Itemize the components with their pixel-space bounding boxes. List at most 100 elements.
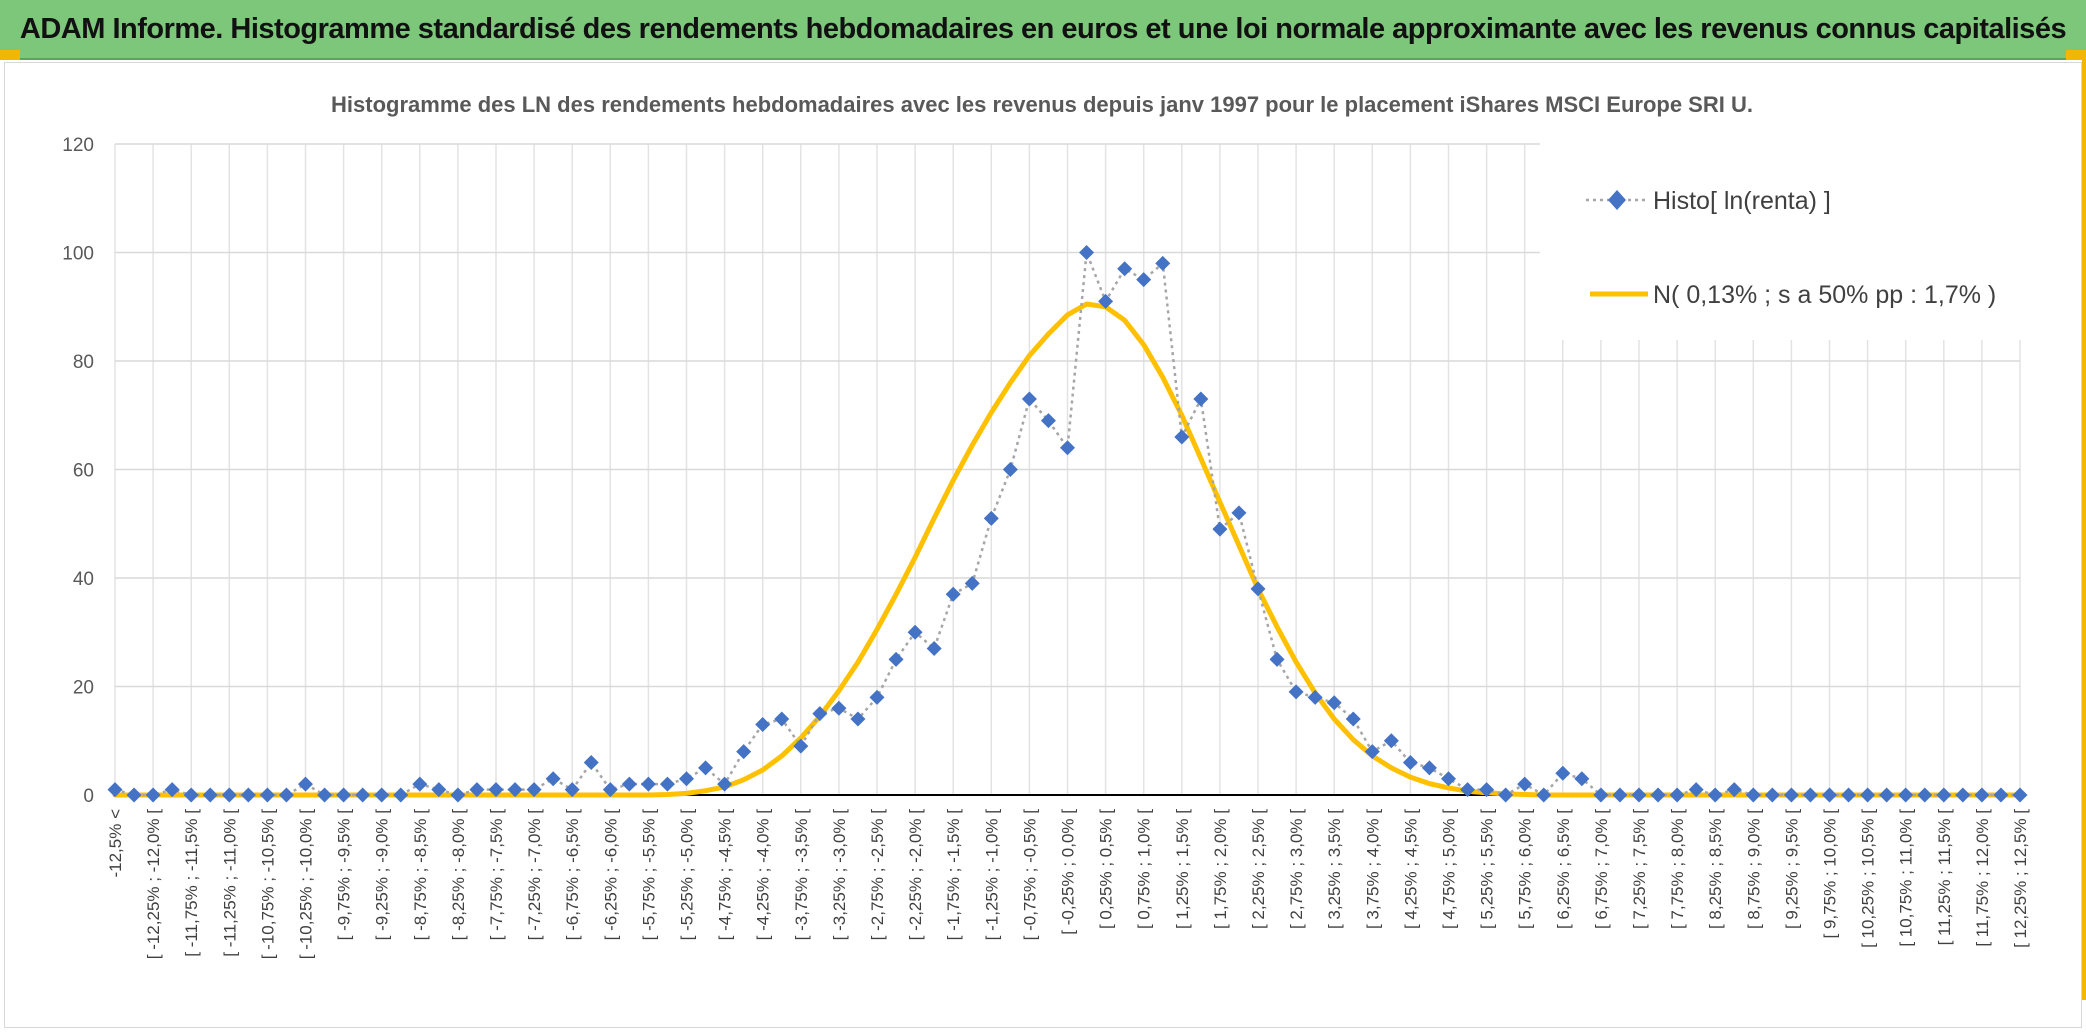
x-tick-label: [ -11,25% ; -11,0% [	[220, 809, 239, 957]
x-tick-label: [ 6,75% ; 7,0% [	[1592, 809, 1611, 929]
histo-point	[698, 760, 714, 776]
x-tick-label: [ -1,25% ; -1,0% [	[982, 809, 1001, 941]
histo-point	[145, 787, 161, 803]
histo-point	[926, 641, 942, 657]
x-tick-label: [ -2,25% ; -2,0% [	[906, 809, 925, 941]
histo-point	[1688, 782, 1704, 798]
histo-point	[774, 711, 790, 727]
histo-point	[1421, 760, 1437, 776]
histo-point	[1955, 787, 1971, 803]
histo-point	[1269, 651, 1285, 667]
histo-point	[1879, 787, 1895, 803]
x-tick-label: [ 7,75% ; 8,0% [	[1668, 809, 1687, 929]
histo-point	[1726, 782, 1742, 798]
histo-point	[1136, 272, 1152, 288]
histo-point	[793, 738, 809, 754]
histo-point	[659, 776, 675, 792]
histo-point	[107, 782, 123, 798]
x-tick-label: [ -4,25% ; -4,0% [	[754, 809, 773, 941]
x-tick-label: [ -8,25% ; -8,0% [	[449, 809, 468, 941]
histo-point	[393, 787, 409, 803]
histo-point	[336, 787, 352, 803]
histo-point	[907, 624, 923, 640]
histo-point	[1193, 391, 1209, 407]
histo-point	[888, 651, 904, 667]
x-tick-label: [ -6,25% ; -6,0% [	[601, 809, 620, 941]
page-title: ADAM Informe. Histogramme standardisé de…	[19, 12, 2067, 45]
legend-histo-label: Histo[ ln(renta) ]	[1653, 187, 1831, 215]
histo-point	[679, 771, 694, 787]
histo-point	[1060, 440, 1075, 456]
histo-point	[869, 689, 885, 705]
histo-point	[1631, 787, 1647, 803]
histo-point	[983, 510, 999, 526]
x-tick-label: [ -4,75% ; -4,5% [	[716, 809, 735, 941]
x-tick-label: [ -9,75% ; -9,5% [	[335, 809, 354, 941]
histo-point	[1574, 771, 1590, 787]
x-tick-label: [ 9,75% ; 10,0% [	[1821, 809, 1840, 939]
histo-point	[640, 776, 656, 792]
histo-point	[1650, 787, 1666, 803]
x-tick-label: [ -11,75% ; -11,5% [	[182, 809, 201, 957]
histo-point	[1498, 787, 1514, 803]
x-tick-label: [ 12,25% ; 12,5% [	[2011, 809, 2030, 948]
histo-point	[602, 782, 618, 798]
histo-point	[755, 716, 771, 732]
legend-background	[1540, 140, 2060, 340]
grid-horizontal	[115, 143, 2020, 688]
histo-point	[736, 744, 752, 760]
histo-point	[1936, 787, 1952, 803]
histo-point	[1593, 787, 1609, 803]
histo-point	[488, 782, 504, 798]
accent-left	[0, 50, 20, 60]
histo-point	[1345, 711, 1361, 727]
histo-point	[1517, 776, 1533, 792]
x-tick-label: [ -0,25% ; 0,0% [	[1059, 809, 1078, 935]
x-tick-label: [ -10,25% ; -10,0% [	[297, 809, 316, 960]
histo-point	[298, 776, 313, 792]
histo-point	[1536, 787, 1552, 803]
x-axis-ticks: -12,5% < [ -12,25% ; -12,0% [[ -11,75% ; …	[106, 809, 2030, 960]
x-tick-label: [ 3,25% ; 3,5% [	[1325, 809, 1344, 929]
histo-point	[469, 782, 485, 798]
x-tick-label: -12,5% <	[106, 809, 125, 878]
histo-point	[1802, 787, 1818, 803]
y-tick-label: 40	[73, 569, 94, 590]
histo-point	[1822, 787, 1837, 803]
histo-point	[1707, 787, 1723, 803]
legend-normal-label: N( 0,13% ; s a 50% pp : 1,7% )	[1653, 281, 1996, 309]
histo-point	[945, 586, 961, 602]
y-axis-ticks: 0 20 40 60 80 100 120	[62, 135, 94, 807]
histo-point	[1783, 787, 1799, 803]
histo-point	[1993, 787, 2009, 803]
histo-point	[126, 787, 142, 803]
histo-point	[412, 776, 428, 792]
x-tick-label: [ 1,25% ; 1,5% [	[1173, 809, 1192, 929]
x-tick-label: [ 0,75% ; 1,0% [	[1135, 809, 1154, 929]
histo-point	[850, 711, 866, 727]
histo-point	[1860, 787, 1876, 803]
x-tick-label: [ 5,75% ; 6,0% [	[1516, 809, 1535, 929]
histo-point	[717, 776, 733, 792]
legend: Histo[ ln(renta) ] N( 0,13% ; s a 50% pp…	[1540, 140, 2060, 340]
histo-point	[621, 776, 637, 792]
legend-histo-marker	[1608, 190, 1626, 210]
x-tick-label: [ 4,25% ; 4,5% [	[1401, 809, 1420, 929]
histo-point	[164, 782, 180, 798]
histo-point	[1460, 782, 1476, 798]
histo-point	[1974, 787, 1990, 803]
y-tick-label: 60	[73, 461, 94, 482]
x-tick-label: [ 7,25% ; 7,5% [	[1630, 809, 1649, 929]
histo-point	[1098, 293, 1114, 309]
histo-point	[1021, 391, 1037, 407]
series-normal-line	[112, 301, 2023, 798]
x-tick-label: [ 8,25% ; 8,5% [	[1706, 809, 1725, 929]
histo-point	[355, 787, 371, 803]
x-tick-label: [ -8,75% ; -8,5% [	[411, 809, 430, 941]
x-tick-label: [ 6,25% ; 6,5% [	[1554, 809, 1573, 929]
histo-point	[183, 787, 199, 803]
x-tick-label: [ 11,25% ; 11,5% [	[1935, 809, 1954, 946]
histo-point	[1326, 695, 1342, 711]
series-histo-line	[114, 252, 2020, 797]
